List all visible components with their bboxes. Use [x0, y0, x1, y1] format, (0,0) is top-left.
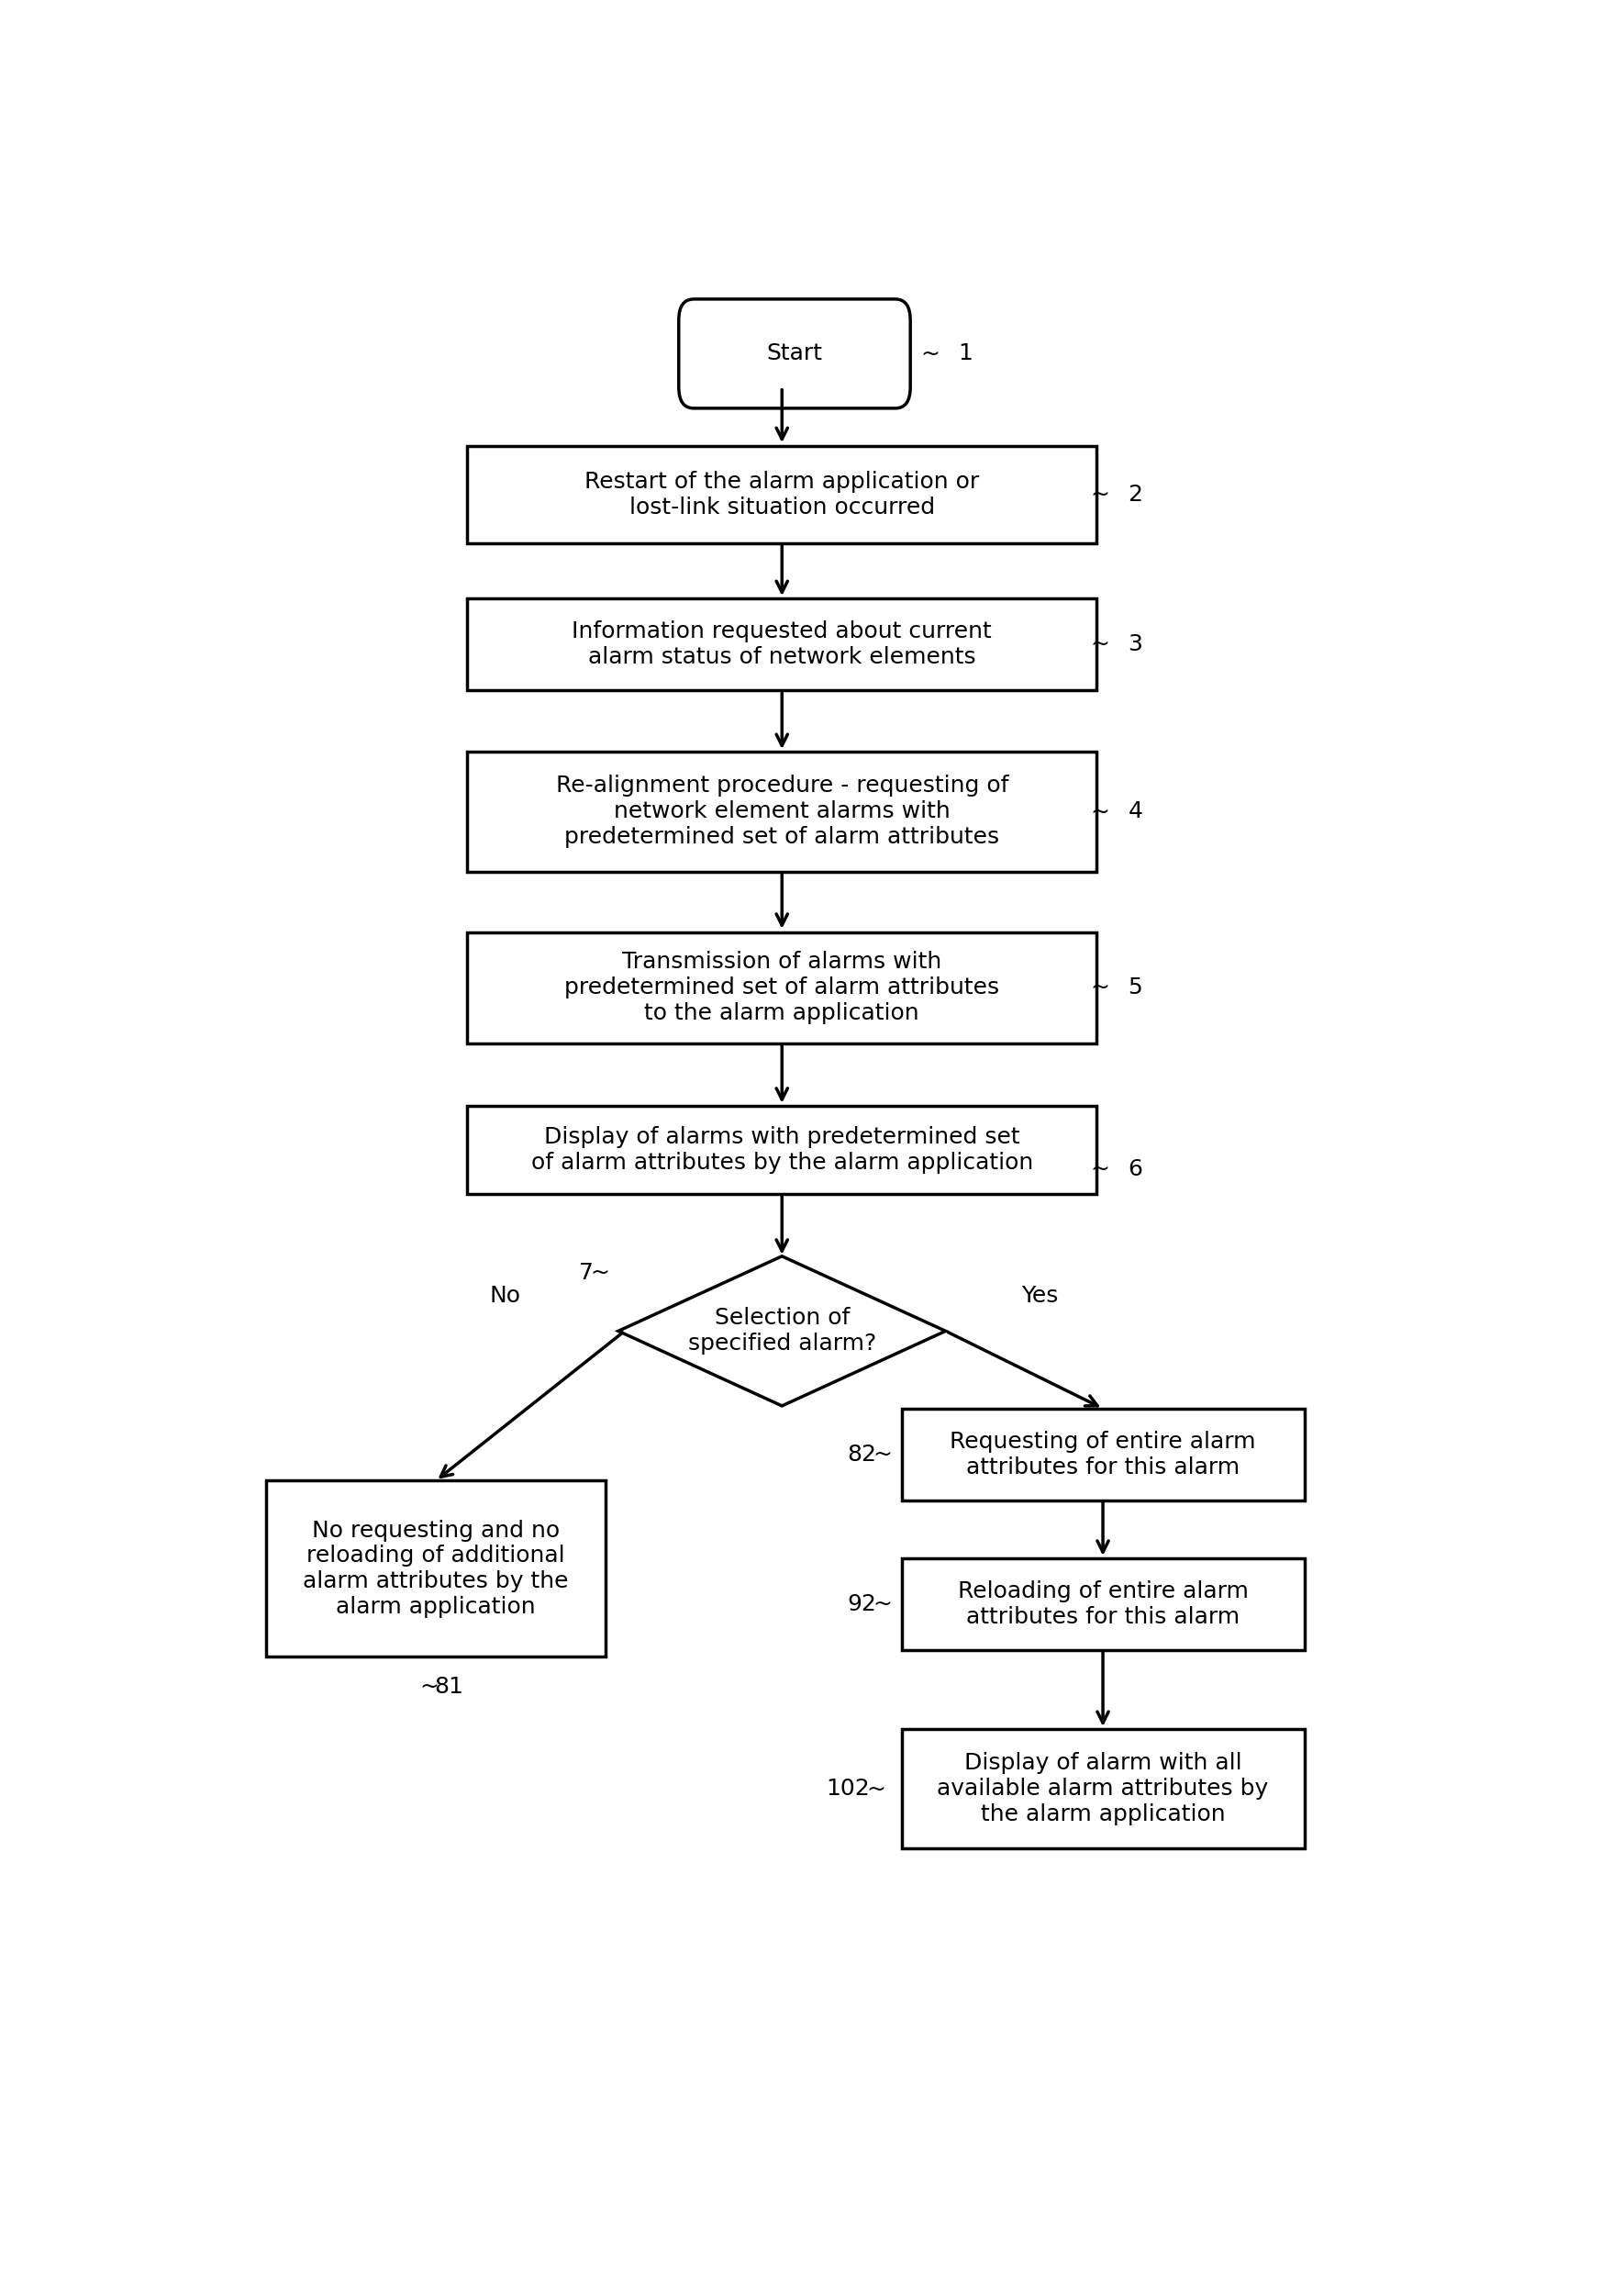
- Text: Re-alignment procedure - requesting of
network element alarms with
predetermined: Re-alignment procedure - requesting of n…: [555, 775, 1009, 848]
- FancyBboxPatch shape: [266, 1480, 606, 1656]
- Text: ~: ~: [1091, 633, 1111, 656]
- FancyBboxPatch shape: [468, 933, 1096, 1043]
- Text: 81: 81: [434, 1676, 463, 1697]
- Text: ~: ~: [874, 1594, 892, 1615]
- Text: 7: 7: [578, 1262, 593, 1283]
- FancyBboxPatch shape: [468, 1105, 1096, 1194]
- Text: No: No: [489, 1285, 521, 1306]
- FancyBboxPatch shape: [679, 300, 911, 409]
- Text: ~: ~: [1091, 1157, 1111, 1180]
- Text: ~: ~: [1091, 800, 1111, 823]
- Polygon shape: [619, 1256, 945, 1407]
- Text: 82: 82: [848, 1443, 877, 1466]
- Text: 102: 102: [827, 1777, 870, 1800]
- FancyBboxPatch shape: [468, 752, 1096, 871]
- FancyBboxPatch shape: [901, 1409, 1304, 1500]
- Text: Yes: Yes: [1021, 1285, 1059, 1306]
- FancyBboxPatch shape: [901, 1557, 1304, 1649]
- Text: ~: ~: [874, 1443, 892, 1466]
- Text: No requesting and no
reloading of additional
alarm attributes by the
alarm appli: No requesting and no reloading of additi…: [304, 1519, 568, 1617]
- Text: 4: 4: [1129, 800, 1143, 823]
- Text: 2: 2: [1129, 483, 1143, 505]
- Text: Display of alarm with all
available alarm attributes by
the alarm application: Display of alarm with all available alar…: [937, 1752, 1268, 1825]
- Text: Transmission of alarms with
predetermined set of alarm attributes
to the alarm a: Transmission of alarms with predetermine…: [565, 951, 999, 1025]
- FancyBboxPatch shape: [901, 1729, 1304, 1848]
- Text: ~: ~: [1091, 977, 1111, 999]
- Text: ~: ~: [867, 1777, 887, 1800]
- Text: Start: Start: [767, 343, 822, 364]
- Text: 1: 1: [958, 343, 973, 364]
- Text: 5: 5: [1129, 977, 1143, 999]
- Text: ~: ~: [421, 1676, 438, 1697]
- Text: Selection of
specified alarm?: Selection of specified alarm?: [689, 1308, 875, 1354]
- Text: Information requested about current
alarm status of network elements: Information requested about current alar…: [572, 620, 992, 668]
- Text: ~: ~: [921, 343, 940, 364]
- Text: 6: 6: [1129, 1157, 1143, 1180]
- Text: Display of alarms with predetermined set
of alarm attributes by the alarm applic: Display of alarms with predetermined set…: [531, 1125, 1033, 1173]
- FancyBboxPatch shape: [468, 599, 1096, 691]
- Text: ~: ~: [1091, 483, 1111, 505]
- Text: Restart of the alarm application or
lost-link situation occurred: Restart of the alarm application or lost…: [585, 471, 979, 519]
- Text: 92: 92: [848, 1594, 877, 1615]
- Text: Reloading of entire alarm
attributes for this alarm: Reloading of entire alarm attributes for…: [958, 1580, 1249, 1628]
- Text: Requesting of entire alarm
attributes for this alarm: Requesting of entire alarm attributes fo…: [950, 1432, 1255, 1477]
- FancyBboxPatch shape: [468, 446, 1096, 542]
- Text: ~: ~: [590, 1262, 609, 1283]
- Text: 3: 3: [1129, 633, 1143, 656]
